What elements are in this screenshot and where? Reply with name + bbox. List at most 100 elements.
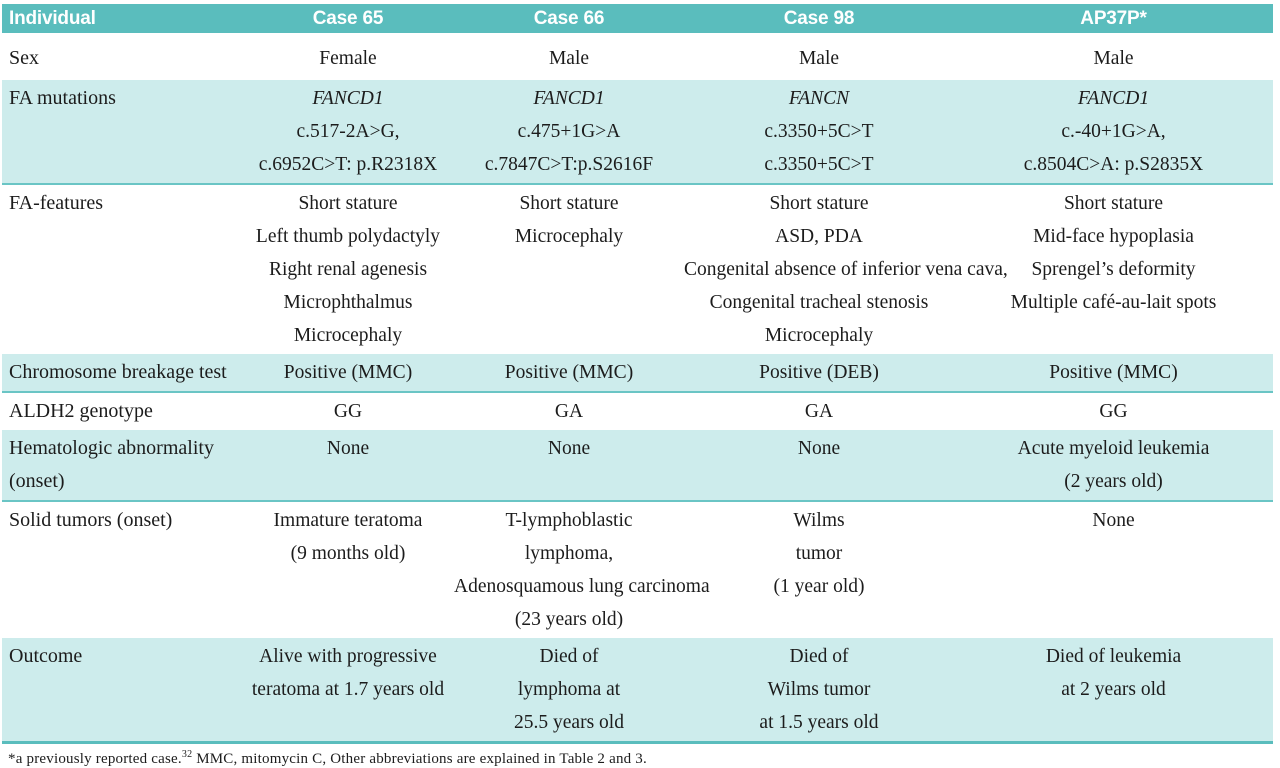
table-footnote: *a previously reported case.32 MMC, mito… bbox=[2, 744, 1273, 768]
data-cell: Male bbox=[954, 42, 1273, 75]
data-cell: Died of Wilms tumor at 1.5 years old bbox=[684, 640, 954, 739]
data-cell: FANCN c.3350+5C>T c.3350+5C>T bbox=[684, 82, 954, 181]
cell-line: Short stature bbox=[298, 193, 398, 214]
cell-line: None bbox=[326, 438, 370, 459]
table-row: ALDH2 genotype GG GA GA GG bbox=[2, 393, 1273, 430]
cell-line: lymphoma, bbox=[524, 543, 614, 564]
cell-line: Positive (MMC) bbox=[1049, 362, 1178, 383]
cell-line: Sex bbox=[9, 47, 39, 69]
cell-line: Positive (MMC) bbox=[504, 362, 634, 383]
header-cell-ap37p: AP37P* bbox=[1080, 7, 1147, 29]
data-cell: Wilms tumor (1 year old) bbox=[684, 504, 954, 636]
cell-line: Died of bbox=[539, 646, 599, 667]
cell-line: Microcephaly bbox=[514, 226, 624, 247]
table-row: Sex Female Male Male Male bbox=[2, 33, 1273, 80]
data-cell: T-lymphoblastic lymphoma, Adenosquamous lu… bbox=[454, 504, 710, 636]
data-cell: Acute myeloid leukemia (2 years old) bbox=[954, 432, 1273, 498]
cell-line: Male bbox=[1093, 48, 1134, 69]
table-row: Outcome Alive with progressive teratoma at… bbox=[2, 638, 1273, 744]
row-label-cell: Hematologic abnormality (onset) bbox=[2, 432, 242, 498]
data-cell: None bbox=[242, 432, 454, 498]
cell-line: None bbox=[547, 438, 591, 459]
cell-line: Right renal agenesis bbox=[268, 259, 428, 280]
header-cell-case-98: Case 98 bbox=[783, 7, 855, 29]
table-row: Chromosome breakage test Positive (MMC) Po… bbox=[2, 354, 1273, 393]
header-cell-case-66: Case 66 bbox=[533, 7, 605, 29]
cell-line: Male bbox=[548, 48, 590, 69]
cell-line: Adenosquamous lung carcinoma bbox=[454, 576, 710, 597]
header-cell-individual: Individual bbox=[9, 7, 96, 29]
cell-line: c.3350+5C>T bbox=[764, 121, 874, 142]
data-cell: None bbox=[684, 432, 954, 498]
cell-line: c.475+1G>A bbox=[517, 121, 621, 142]
data-cell: Female bbox=[242, 42, 454, 75]
gene-name: FANCD1 bbox=[533, 88, 605, 109]
table-row: FA mutations FANCD1 c.517-2A>G, c.6952C>T: … bbox=[2, 80, 1273, 185]
cell-line: T-lymphoblastic bbox=[505, 510, 633, 531]
cell-line: Alive with progressive bbox=[259, 646, 437, 667]
cell-line: at 1.5 years old bbox=[759, 712, 879, 733]
data-cell: Short stature Mid-face hypoplasia Sprengel… bbox=[954, 187, 1273, 352]
cell-line: FA-features bbox=[9, 192, 104, 214]
footnote-abbreviations: MMC, mitomycin C, Other abbreviations ar… bbox=[192, 751, 647, 767]
cell-line: at 2 years old bbox=[1061, 679, 1166, 700]
cell-line: c.8504C>A: p.S2835X bbox=[1023, 154, 1204, 175]
cell-line: ASD, PDA bbox=[775, 226, 863, 247]
cell-line: c.6952C>T: p.R2318X bbox=[258, 154, 438, 175]
cell-line: Congenital absence of inferior vena cava… bbox=[684, 259, 1008, 280]
cell-line: Chromosome breakage test bbox=[9, 361, 227, 383]
row-label-cell: Sex bbox=[2, 42, 242, 75]
cell-line: teratoma at 1.7 years old bbox=[251, 679, 445, 700]
cell-line: Immature teratoma bbox=[273, 510, 423, 531]
footnote-text: *a previously reported case. bbox=[8, 751, 182, 767]
cell-line: None bbox=[1092, 510, 1135, 531]
data-cell: GG bbox=[242, 395, 454, 428]
cell-line: Died of bbox=[789, 646, 849, 667]
row-label-cell: Solid tumors (onset) bbox=[2, 504, 242, 636]
row-label-cell: FA-features bbox=[2, 187, 242, 352]
data-cell: Short stature Left thumb polydactyly Right… bbox=[242, 187, 454, 352]
data-cell: FANCD1 c.-40+1G>A, c.8504C>A: p.S2835X bbox=[954, 82, 1273, 181]
cell-line: (23 years old) bbox=[514, 609, 624, 630]
gene-name: FANCD1 bbox=[312, 88, 384, 109]
cell-line: c.517-2A>G, bbox=[296, 121, 400, 142]
row-label-cell: ALDH2 genotype bbox=[2, 395, 242, 428]
case-comparison-table: Individual Case 65 Case 66 Case 98 AP37P* Se… bbox=[2, 4, 1273, 768]
cell-line: 25.5 years old bbox=[514, 712, 624, 733]
data-cell: Positive (MMC) bbox=[454, 356, 684, 389]
cell-line: GG bbox=[1099, 401, 1128, 422]
cell-line: Wilms tumor bbox=[767, 679, 871, 700]
gene-name: FANCN bbox=[788, 88, 850, 109]
cell-line: Short stature bbox=[1063, 193, 1164, 214]
cell-line: Male bbox=[798, 48, 840, 69]
cell-line: Acute myeloid leukemia bbox=[1017, 438, 1210, 459]
cell-line: (onset) bbox=[9, 470, 65, 492]
data-cell: Alive with progressive teratoma at 1.7 ye… bbox=[242, 640, 454, 739]
table-row: FA-features Short stature Left thumb polyd… bbox=[2, 185, 1273, 354]
cell-line: tumor bbox=[795, 543, 843, 564]
row-label-cell: Outcome bbox=[2, 640, 242, 739]
cell-line: Positive (DEB) bbox=[759, 362, 879, 383]
cell-line: GA bbox=[804, 401, 834, 422]
data-cell: Positive (MMC) bbox=[242, 356, 454, 389]
cell-line: Female bbox=[319, 48, 377, 69]
cell-line: Short stature bbox=[519, 193, 619, 214]
footnote-reference-number: 32 bbox=[181, 749, 193, 760]
cell-line: ALDH2 genotype bbox=[9, 400, 153, 422]
row-label-cell: Chromosome breakage test bbox=[2, 356, 242, 389]
data-cell: GA bbox=[454, 395, 684, 428]
cell-line: c.7847C>T:p.S2616F bbox=[484, 154, 654, 175]
data-cell: Short stature ASD, PDA Congenital absence … bbox=[684, 187, 1008, 352]
data-cell: Immature teratoma (9 months old) bbox=[242, 504, 454, 636]
cell-line: Hematologic abnormality bbox=[9, 437, 214, 459]
cell-line: Outcome bbox=[9, 645, 83, 667]
cell-line: Multiple café-au-lait spots bbox=[1010, 292, 1217, 313]
data-cell: None bbox=[454, 432, 684, 498]
data-cell: Male bbox=[684, 42, 954, 75]
cell-line: Left thumb polydactyly bbox=[255, 226, 441, 247]
gene-name: FANCD1 bbox=[1077, 88, 1150, 109]
cell-line: Died of leukemia bbox=[1045, 646, 1182, 667]
data-cell: Short stature Microcephaly bbox=[454, 187, 684, 352]
cell-line: GA bbox=[554, 401, 584, 422]
cell-line: Short stature bbox=[769, 193, 869, 214]
